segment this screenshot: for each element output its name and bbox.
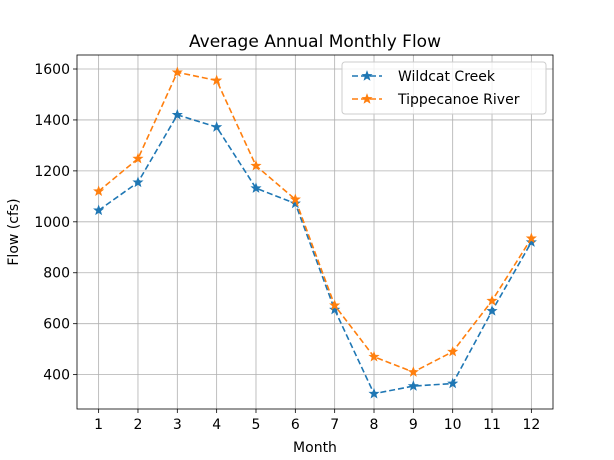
data-point-tippecanoe-river: [329, 299, 341, 311]
y-tick-label: 600: [43, 317, 70, 333]
y-tick-label: 1000: [34, 215, 70, 231]
y-tick-label: 400: [43, 368, 70, 384]
x-axis-label: Month: [293, 440, 337, 456]
x-tick-label: 12: [522, 417, 540, 433]
data-point-wildcat-creek: [525, 236, 537, 247]
data-point-wildcat-creek: [132, 176, 144, 188]
legend: Wildcat Creek Tippecanoe River: [341, 61, 547, 115]
data-point-tippecanoe-river: [447, 345, 459, 357]
series-wildcat-creek: [93, 108, 537, 399]
legend-marker-wildcat-creek: [361, 70, 373, 81]
series-line-tippecanoe-river: [98, 71, 533, 373]
grid: [77, 55, 553, 409]
legend-entry-wildcat-creek: Wildcat Creek: [352, 69, 496, 85]
data-point-wildcat-creek: [447, 377, 459, 389]
data-point-wildcat-creek: [486, 305, 498, 316]
x-tick-label: 3: [173, 417, 182, 433]
data-point-tippecanoe-river: [171, 66, 183, 78]
data-point-wildcat-creek: [407, 380, 419, 391]
series-tippecanoe-river: [93, 66, 537, 377]
data-point-tippecanoe-river: [132, 152, 144, 164]
y-tick-label: 1200: [34, 164, 70, 180]
data-point-wildcat-creek: [93, 204, 105, 216]
data-point-tippecanoe-river: [93, 185, 105, 196]
data-point-tippecanoe-river: [250, 159, 262, 171]
y-tick-label: 800: [43, 266, 70, 282]
series-layer: [93, 66, 537, 399]
data-point-wildcat-creek: [171, 108, 183, 120]
y-tick-label: 1600: [34, 62, 70, 78]
data-point-tippecanoe-river: [407, 366, 419, 377]
x-tick-label: 11: [483, 417, 501, 433]
x-tick-label: 6: [291, 417, 300, 433]
data-point-wildcat-creek: [289, 197, 301, 209]
data-point-wildcat-creek: [211, 121, 223, 132]
legend-entry-tippecanoe-river: Tippecanoe River: [352, 92, 520, 108]
data-point-tippecanoe-river: [211, 74, 223, 86]
data-point-wildcat-creek: [250, 182, 262, 193]
data-point-wildcat-creek: [368, 387, 380, 399]
series-line-wildcat-creek: [98, 114, 533, 395]
y-tick-label: 1400: [34, 113, 70, 129]
legend-entries: Wildcat Creek Tippecanoe River: [352, 69, 520, 108]
data-point-tippecanoe-river: [368, 350, 380, 362]
legend-box: [341, 61, 547, 115]
data-point-tippecanoe-river: [486, 294, 498, 306]
x-tick-label: 10: [444, 417, 462, 433]
legend-label-wildcat-creek: Wildcat Creek: [398, 69, 496, 85]
x-tick-label: 4: [212, 417, 221, 433]
legend-marker-tippecanoe-river: [361, 93, 373, 104]
legend-label-tippecanoe-river: Tippecanoe River: [397, 92, 520, 108]
y-axis-label: Flow (cfs): [6, 198, 22, 265]
x-tick-label: 9: [409, 417, 418, 433]
x-tick-label: 8: [370, 417, 379, 433]
x-tick-label: 1: [94, 417, 103, 433]
data-point-wildcat-creek: [329, 303, 341, 315]
x-tick-label: 7: [330, 417, 339, 433]
x-tick-label: 5: [252, 417, 261, 433]
data-point-tippecanoe-river: [289, 193, 301, 205]
chart-title: Average Annual Monthly Flow: [189, 32, 441, 52]
x-tick-label: 2: [134, 417, 143, 433]
plot-frame: [76, 54, 554, 410]
data-point-tippecanoe-river: [525, 232, 537, 244]
